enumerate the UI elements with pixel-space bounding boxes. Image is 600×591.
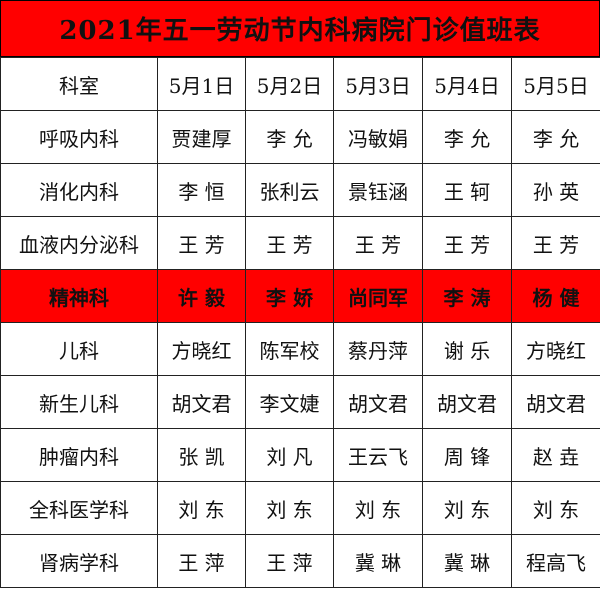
doctor-cell: 刘 东: [511, 481, 600, 535]
doctor-cell: 李 允: [422, 110, 512, 164]
doctor-cell: 王 萍: [245, 534, 334, 588]
doctor-cell: 谢 乐: [422, 322, 512, 376]
doctor-cell: 李 允: [245, 110, 334, 164]
schedule-title: 2021年五一劳动节内科病院门诊值班表: [0, 0, 600, 57]
table-row: 新生儿科 胡文君 李文婕 胡文君 胡文君 胡文君: [0, 375, 600, 429]
table-row: 血液内分泌科王 芳王 芳王 芳王 芳王 芳: [0, 216, 600, 270]
doctor-cell: 刘 东: [422, 481, 512, 535]
doctor-cell: 刘 东: [245, 481, 334, 535]
doctor-cell: 尚同军: [333, 269, 423, 323]
doctor-cell: 赵 垚: [511, 428, 600, 482]
doctor-cell: 许 毅: [157, 269, 246, 323]
doctor-cell: 冯敏娟: [333, 110, 423, 164]
table-row: 呼吸内科 贾建厚李 允冯敏娟李 允李 允: [0, 110, 600, 164]
table-row: 精神科许 毅李 娇尚同军李 涛杨 健: [0, 269, 600, 323]
doctor-cell: 方晓红: [157, 322, 246, 376]
department-cell: 肾病学科: [0, 534, 158, 588]
doctor-cell: 刘 凡: [245, 428, 334, 482]
department-cell: 全科医学科: [0, 481, 158, 535]
department-cell: 精神科: [0, 269, 158, 323]
doctor-cell: 程高飞: [511, 534, 600, 588]
doctor-cell: 李 允: [511, 110, 600, 164]
doctor-cell: 方晓红: [511, 322, 600, 376]
table-row: 肾病学科王 萍王 萍冀 琳冀 琳程高飞: [0, 534, 600, 588]
doctor-cell: 王 萍: [157, 534, 246, 588]
doctor-cell: 冀 琳: [333, 534, 423, 588]
doctor-cell: 刘 东: [157, 481, 246, 535]
department-cell: 呼吸内科: [0, 110, 158, 164]
column-header: 5月3日: [333, 57, 423, 111]
doctor-cell: 李 涛: [422, 269, 512, 323]
table-row: 儿科 方晓红 陈军校 蔡丹萍谢 乐方晓红: [0, 322, 600, 376]
department-cell: 肿瘤内科: [0, 428, 158, 482]
doctor-cell: 李 娇: [245, 269, 334, 323]
doctor-cell: 冀 琳: [422, 534, 512, 588]
doctor-cell: 王 芳: [245, 216, 334, 270]
header-row: 科室 5月1日 5月2日 5月3日 5月4日 5月5日: [0, 57, 600, 111]
doctor-cell: 王云飞: [333, 428, 423, 482]
department-cell: 新生儿科: [0, 375, 158, 429]
doctor-cell: 景钰涵: [333, 163, 423, 217]
column-header: 5月1日: [157, 57, 246, 111]
doctor-cell: 王 轲: [422, 163, 512, 217]
department-cell: 血液内分泌科: [0, 216, 158, 270]
doctor-cell: 王 芳: [157, 216, 246, 270]
doctor-cell: 杨 健: [511, 269, 600, 323]
column-header: 5月5日: [511, 57, 600, 111]
doctor-cell: 胡文君: [157, 375, 246, 429]
doctor-cell: 孙 英: [511, 163, 600, 217]
doctor-cell: 周 锋: [422, 428, 512, 482]
schedule-table: 科室 5月1日 5月2日 5月3日 5月4日 5月5日 呼吸内科 贾建厚李 允冯敏娟李 允李 …: [0, 57, 600, 588]
column-header: 5月2日: [245, 57, 334, 111]
doctor-cell: 陈军校: [245, 322, 334, 376]
doctor-cell: 王 芳: [333, 216, 423, 270]
doctor-cell: 蔡丹萍: [333, 322, 423, 376]
doctor-cell: 贾建厚: [157, 110, 246, 164]
doctor-cell: 胡文君: [422, 375, 512, 429]
doctor-cell: 张 凯: [157, 428, 246, 482]
column-header: 5月4日: [422, 57, 512, 111]
doctor-cell: 张利云: [245, 163, 334, 217]
doctor-cell: 李文婕: [245, 375, 334, 429]
doctor-cell: 李 恒: [157, 163, 246, 217]
doctor-cell: 胡文君: [511, 375, 600, 429]
table-row: 全科医学科刘 东刘 东刘 东刘 东刘 东: [0, 481, 600, 535]
doctor-cell: 刘 东: [333, 481, 423, 535]
table-row: 消化内科李 恒张利云 景钰涵王 轲孙 英: [0, 163, 600, 217]
department-cell: 消化内科: [0, 163, 158, 217]
doctor-cell: 王 芳: [422, 216, 512, 270]
doctor-cell: 胡文君: [333, 375, 423, 429]
table-row: 肿瘤内科张 凯刘 凡王云飞周 锋赵 垚: [0, 428, 600, 482]
doctor-cell: 王 芳: [511, 216, 600, 270]
department-cell: 儿科: [0, 322, 158, 376]
column-header: 科室: [0, 57, 158, 111]
